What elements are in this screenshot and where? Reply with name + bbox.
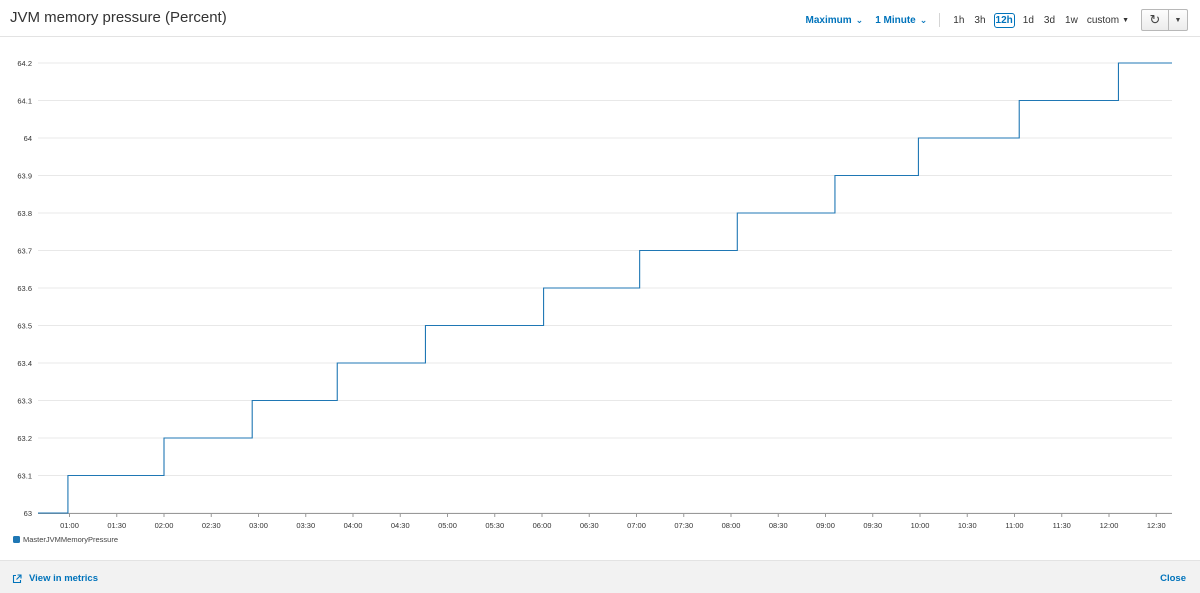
- close-button[interactable]: Close: [1160, 573, 1186, 584]
- statistic-dropdown[interactable]: Maximum ⌄: [806, 15, 864, 26]
- range-3d[interactable]: 3d: [1043, 14, 1056, 26]
- x-tick-label: 06:30: [580, 521, 599, 530]
- chart-area: 63 63.1 63.2 63.3 63.4 63.5 63.6 63.7 63.8 63.9 64…: [17, 59, 1172, 530]
- range-1d[interactable]: 1d: [1022, 14, 1034, 26]
- widget-header: JVM memory pressure (Percent) Maximum ⌄ …: [0, 0, 1200, 37]
- refresh-button[interactable]: ↻: [1142, 10, 1169, 30]
- y-tick-label: 63.2: [17, 434, 32, 443]
- period-dropdown[interactable]: 1 Minute ⌄: [875, 15, 927, 26]
- series-line: [38, 62, 1172, 514]
- y-tick-label: 63.5: [17, 322, 32, 331]
- x-tick-label: 09:00: [816, 521, 835, 530]
- x-tick-label: 12:00: [1100, 521, 1119, 530]
- x-tick-label: 04:00: [344, 521, 363, 530]
- view-in-metrics-label: View in metrics: [29, 573, 98, 584]
- legend: MasterJVMMemoryPressure: [13, 535, 118, 544]
- y-tick-label: 63.7: [17, 247, 32, 256]
- range-1h[interactable]: 1h: [953, 14, 965, 26]
- x-tick-label: 02:00: [155, 521, 174, 530]
- graph-controls: Maximum ⌄ 1 Minute ⌄ 1h 3h 12h 1d 3d 1w …: [806, 9, 1188, 31]
- x-tick-label: 11:00: [1005, 521, 1023, 530]
- refresh-button-group: ↻ ▼: [1141, 9, 1188, 31]
- x-tick-label: 03:00: [249, 521, 268, 530]
- external-link-icon: [12, 573, 22, 583]
- x-tick-label: 07:30: [674, 521, 693, 530]
- y-tick-label: 63.6: [17, 284, 32, 293]
- x-tick-label: 01:00: [60, 521, 79, 530]
- custom-range-dropdown[interactable]: custom ▼: [1087, 15, 1129, 26]
- y-tick-label: 63.8: [17, 209, 32, 218]
- x-tick-label: 08:30: [769, 521, 788, 530]
- x-tick-label: 09:30: [863, 521, 882, 530]
- x-tick-label: 06:00: [533, 521, 552, 530]
- chevron-down-icon: ⌄: [919, 14, 928, 25]
- x-tick-label: 12:30: [1147, 521, 1166, 530]
- x-tick-label: 08:00: [722, 521, 741, 530]
- refresh-icon: ↻: [1149, 12, 1161, 27]
- y-tick-label: 64.1: [17, 97, 32, 106]
- x-tick-label: 10:30: [958, 521, 977, 530]
- range-3h[interactable]: 3h: [974, 14, 986, 26]
- y-tick-label: 63.4: [17, 359, 32, 368]
- x-tick-label: 10:00: [911, 521, 930, 530]
- divider: [939, 13, 941, 27]
- caret-down-icon: ▼: [1174, 16, 1182, 24]
- chevron-down-icon: ⌄: [855, 14, 864, 25]
- statistic-label: Maximum: [805, 14, 852, 26]
- widget-footer: View in metrics Close: [0, 560, 1200, 593]
- x-tick-label: 02:30: [202, 521, 221, 530]
- range-12h[interactable]: 12h: [993, 12, 1015, 28]
- x-tick-label: 04:30: [391, 521, 410, 530]
- x-tick-label: 01:30: [107, 521, 126, 530]
- custom-range-label: custom: [1086, 14, 1120, 26]
- refresh-options-button[interactable]: ▼: [1169, 10, 1187, 30]
- caret-down-icon: ▼: [1122, 16, 1129, 24]
- y-tick-label: 63.3: [17, 397, 32, 406]
- y-tick-label: 63.1: [17, 472, 32, 481]
- y-tick-label: 63.9: [17, 172, 32, 181]
- x-tick-label: 05:30: [485, 521, 504, 530]
- x-tick-label: 07:00: [627, 521, 646, 530]
- view-in-metrics-link[interactable]: View in metrics: [12, 573, 98, 584]
- range-1w[interactable]: 1w: [1065, 14, 1078, 26]
- legend-label[interactable]: MasterJVMMemoryPressure: [23, 535, 119, 544]
- x-tick-label: 03:30: [296, 521, 315, 530]
- y-tick-label: 64.2: [17, 59, 32, 68]
- x-tick-label: 11:30: [1053, 521, 1071, 530]
- chart-title: JVM memory pressure (Percent): [10, 9, 227, 26]
- y-tick-label: 64: [24, 134, 32, 143]
- y-tick-label: 63: [24, 509, 32, 518]
- legend-swatch: [13, 536, 20, 543]
- period-label: 1 Minute: [875, 14, 916, 26]
- x-tick-label: 05:00: [438, 521, 457, 530]
